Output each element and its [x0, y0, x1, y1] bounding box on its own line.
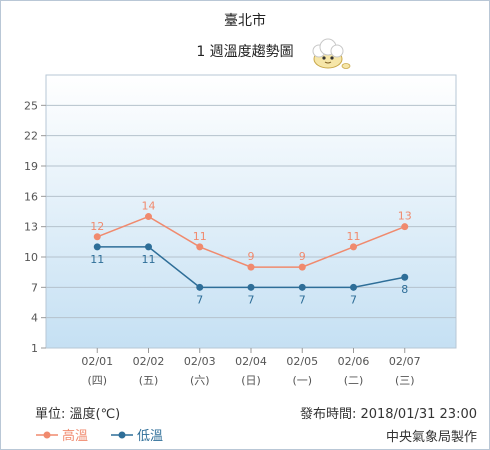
unit-label: 單位: 溫度(℃) — [35, 407, 121, 422]
data-label: 11 — [193, 230, 207, 243]
x-weekday-label: (二) — [344, 374, 364, 387]
x-tick-label: 02/01 — [81, 355, 113, 368]
data-point[interactable] — [93, 233, 101, 241]
issued-time: 發布時間: 2018/01/31 23:00 — [299, 407, 477, 422]
y-tick-label: 25 — [24, 99, 38, 112]
legend-high-marker — [36, 431, 58, 438]
x-tick-label: 02/04 — [235, 355, 267, 368]
x-tick-label: 02/03 — [184, 355, 216, 368]
plot-area — [45, 74, 457, 349]
x-weekday-label: (三) — [395, 374, 415, 387]
data-label: 8 — [401, 283, 408, 296]
data-point[interactable] — [196, 243, 204, 251]
data-point[interactable] — [145, 243, 152, 251]
data-point[interactable] — [247, 283, 255, 291]
data-point[interactable] — [298, 263, 306, 271]
data-label: 7 — [299, 293, 306, 306]
data-point[interactable] — [350, 283, 357, 291]
data-point[interactable] — [401, 223, 409, 231]
legend-high-label: 高溫 — [62, 429, 89, 444]
y-tick-label: 4 — [31, 312, 38, 325]
y-tick-label: 22 — [24, 130, 38, 143]
data-point[interactable] — [196, 283, 204, 291]
legend-item-low[interactable]: 低溫 — [110, 425, 163, 444]
data-label: 7 — [196, 293, 203, 306]
legend-low-label: 低溫 — [137, 429, 164, 444]
data-point[interactable] — [298, 283, 306, 291]
data-label: 9 — [299, 250, 306, 263]
data-label: 12 — [90, 220, 104, 233]
grid-lines — [46, 104, 456, 319]
data-point[interactable] — [401, 273, 409, 281]
data-label: 11 — [142, 253, 156, 266]
legend-low-marker — [111, 431, 134, 438]
y-tick-label: 10 — [24, 251, 38, 264]
x-tick-label: 02/02 — [133, 355, 165, 368]
y-tick-label: 1 — [31, 342, 38, 355]
series-lines: 12 14 11 9 9 11 13 11 11 7 7 7 7 8 — [90, 200, 412, 307]
x-tick-label: 02/07 — [389, 355, 421, 368]
x-tick-label: 02/06 — [338, 355, 370, 368]
x-tick-label: 02/05 — [286, 355, 318, 368]
data-label: 11 — [90, 253, 104, 266]
x-weekday-label: (六) — [190, 374, 210, 387]
legend: 高溫 低溫 — [35, 425, 163, 444]
legend-item-high[interactable]: 高溫 — [35, 425, 88, 444]
agency-credit: 中央氣象局製作 — [385, 430, 477, 445]
data-label: 11 — [347, 230, 361, 243]
y-tick-label: 13 — [24, 221, 38, 234]
data-point[interactable] — [247, 263, 255, 271]
x-weekday-label: (五) — [139, 374, 159, 387]
data-point[interactable] — [93, 243, 101, 251]
data-label: 7 — [350, 293, 357, 306]
cloud-mascot-icon — [312, 38, 351, 69]
x-weekday-label: (四) — [87, 374, 107, 387]
y-tick-label: 7 — [31, 281, 38, 294]
data-label: 9 — [248, 250, 255, 263]
data-label: 7 — [248, 293, 255, 306]
x-axis-ticks: 02/01 (四) 02/02 (五) 02/03 (六) 02/04 (日) 02/05 (一)… — [81, 348, 421, 387]
data-point[interactable] — [145, 213, 152, 221]
data-label: 14 — [142, 200, 156, 213]
data-label: 13 — [398, 210, 412, 223]
y-tick-label: 16 — [24, 190, 38, 203]
y-axis-ticks: 1 4 7 10 13 16 19 22 25 — [24, 99, 46, 355]
chart-subtitle: 1 週溫度趨勢圖 — [196, 44, 293, 60]
chart-title: 臺北市 — [224, 12, 266, 29]
x-weekday-label: (一) — [292, 374, 312, 387]
data-point[interactable] — [350, 243, 357, 251]
y-tick-label: 19 — [24, 160, 38, 173]
x-weekday-label: (日) — [241, 374, 261, 387]
